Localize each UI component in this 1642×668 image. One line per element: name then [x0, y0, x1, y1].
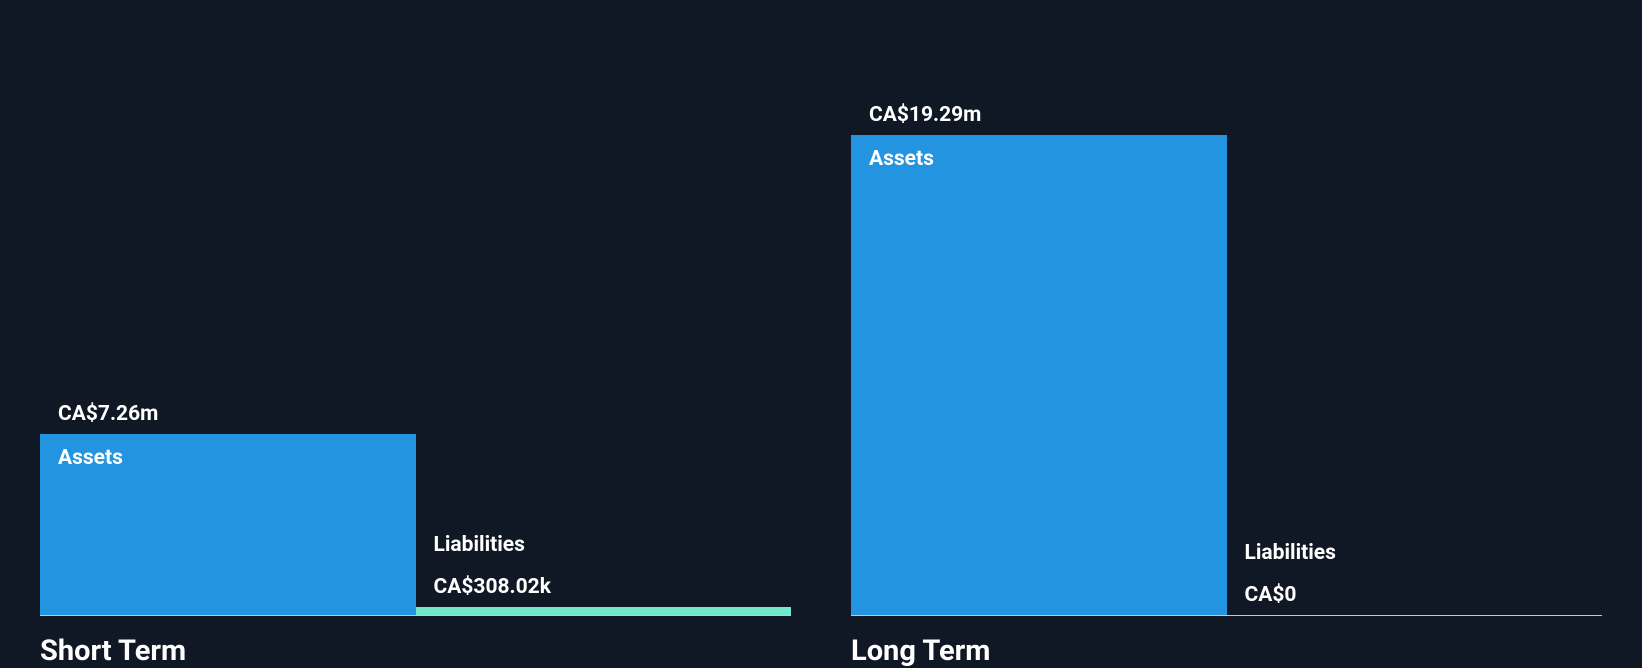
balance-chart: CA$7.26m Assets Liabilities CA$308.02k S… [0, 0, 1642, 668]
assets-bar-short-term: Assets [40, 434, 416, 615]
assets-bar-wrap-short-term: CA$7.26m Assets [40, 0, 416, 615]
liabilities-bar-wrap-long-term: Liabilities CA$0 [1227, 0, 1603, 615]
assets-bar-wrap-long-term: CA$19.29m Assets [851, 0, 1227, 615]
liabilities-label-long-term: Liabilities [1227, 541, 1603, 565]
liabilities-label-short-term: Liabilities [416, 533, 792, 557]
bars-area-long-term: CA$19.29m Assets Liabilities CA$0 [851, 0, 1602, 616]
assets-label-short-term: Assets [58, 446, 123, 470]
panel-short-term: CA$7.26m Assets Liabilities CA$308.02k S… [40, 0, 791, 668]
panel-long-term: CA$19.29m Assets Liabilities CA$0 Long T… [851, 0, 1602, 668]
assets-value-short-term: CA$7.26m [40, 402, 416, 426]
bars-area-short-term: CA$7.26m Assets Liabilities CA$308.02k [40, 0, 791, 616]
liabilities-value-long-term: CA$0 [1227, 583, 1603, 607]
assets-value-long-term: CA$19.29m [851, 103, 1227, 127]
assets-label-long-term: Assets [869, 147, 934, 171]
liabilities-value-short-term: CA$308.02k [416, 575, 792, 599]
panel-title-short-term: Short Term [40, 634, 791, 668]
liabilities-bar-short-term [416, 607, 792, 615]
assets-bar-long-term: Assets [851, 135, 1227, 615]
liabilities-bar-wrap-short-term: Liabilities CA$308.02k [416, 0, 792, 615]
panel-title-long-term: Long Term [851, 634, 1602, 668]
